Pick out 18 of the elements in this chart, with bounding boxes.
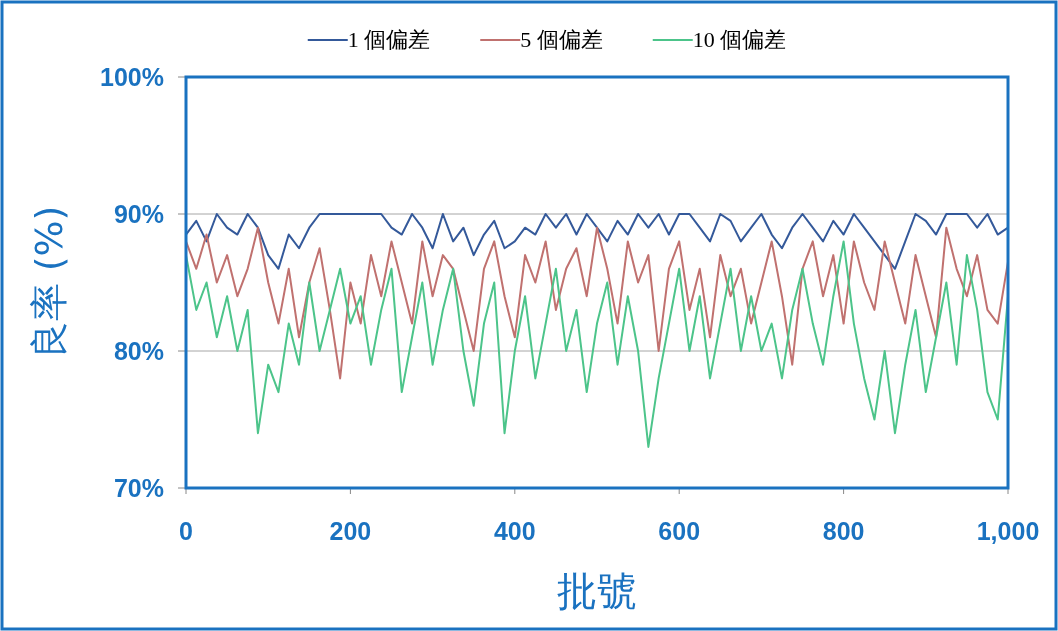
x-tick-label: 1,000 xyxy=(976,517,1040,545)
y-tick-label: 90% xyxy=(113,200,164,228)
x-tick-label: 200 xyxy=(329,517,372,545)
x-tick-label: 400 xyxy=(493,517,536,545)
x-tick-label: 600 xyxy=(658,517,701,545)
line-series xyxy=(185,226,1009,380)
legend-label: 10 個偏差 xyxy=(692,27,787,52)
legend-label: 5 個偏差 xyxy=(520,27,603,52)
y-tick-label: 80% xyxy=(113,337,164,365)
y-axis-title: 良率 (%) xyxy=(27,205,71,360)
legend-label: 1 個偏差 xyxy=(347,27,431,52)
y-tick-label: 100% xyxy=(100,63,164,91)
line-series xyxy=(185,240,1009,448)
x-axis-title: 批號 xyxy=(557,568,637,614)
x-tick-label: 0 xyxy=(179,517,193,545)
x-tick-label: 800 xyxy=(822,517,865,545)
line-series xyxy=(185,213,1009,270)
y-tick-label: 70% xyxy=(113,474,164,502)
